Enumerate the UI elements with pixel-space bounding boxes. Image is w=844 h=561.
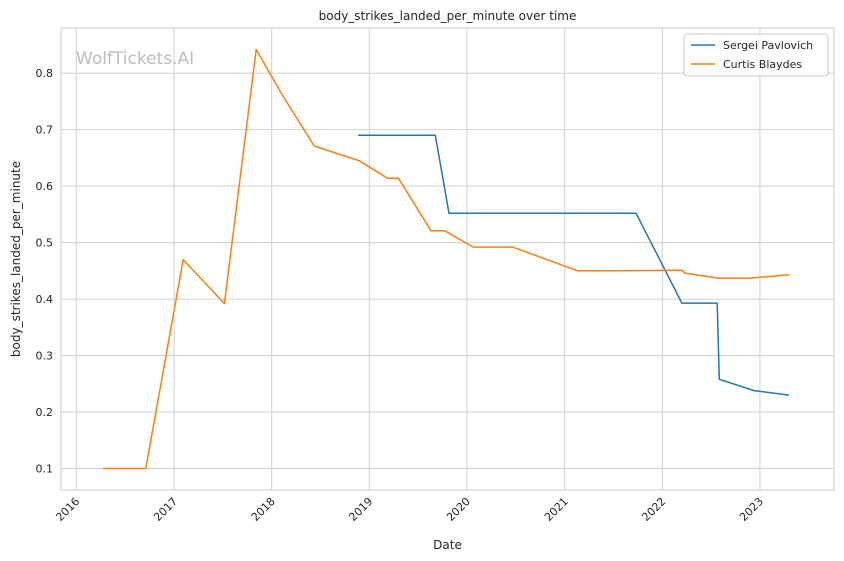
legend-box xyxy=(683,33,829,77)
watermark: WolfTickets.AI xyxy=(76,49,194,69)
y-tick-label: 0.7 xyxy=(36,124,54,137)
y-tick-labels: 0.1 0.2 0.3 0.4 0.5 0.6 0.7 0.8 xyxy=(36,67,54,475)
series-line-sergei-pavlovich xyxy=(358,134,790,396)
x-tick-label: 2022 xyxy=(639,495,668,524)
chart-title: body_strikes_landed_per_minute over time xyxy=(319,9,577,23)
y-axis-title: body_strikes_landed_per_minute xyxy=(9,161,23,357)
x-tick-label: 2020 xyxy=(444,495,473,524)
x-tick-label: 2019 xyxy=(346,495,375,524)
series-layer xyxy=(103,48,790,470)
legend-label-sergei-pavlovich: Sergei Pavlovich xyxy=(723,39,813,52)
legend-label-curtis-blaydes: Curtis Blaydes xyxy=(723,58,802,71)
legend: Sergei Pavlovich Curtis Blaydes xyxy=(683,33,829,77)
x-tick-label: 2018 xyxy=(249,495,278,524)
x-tick-label: 2021 xyxy=(542,495,571,524)
grid-lines xyxy=(61,28,834,490)
x-tick-label: 2016 xyxy=(53,495,82,524)
y-tick-label: 0.4 xyxy=(36,293,54,306)
plot-area xyxy=(60,27,835,491)
y-tick-label: 0.5 xyxy=(36,237,54,250)
y-tick-label: 0.8 xyxy=(36,67,54,80)
x-tick-label: 2023 xyxy=(737,495,766,524)
y-tick-label: 0.3 xyxy=(36,350,54,363)
x-tick-label: 2017 xyxy=(151,495,180,524)
y-tick-label: 0.2 xyxy=(36,406,54,419)
x-axis-title: Date xyxy=(433,538,462,552)
y-tick-label: 0.6 xyxy=(36,180,54,193)
x-tick-labels: 2016 2017 2018 2019 2020 2021 2022 2023 xyxy=(53,495,766,524)
y-tick-label: 0.1 xyxy=(36,463,54,476)
series-line-curtis-blaydes xyxy=(103,48,790,470)
